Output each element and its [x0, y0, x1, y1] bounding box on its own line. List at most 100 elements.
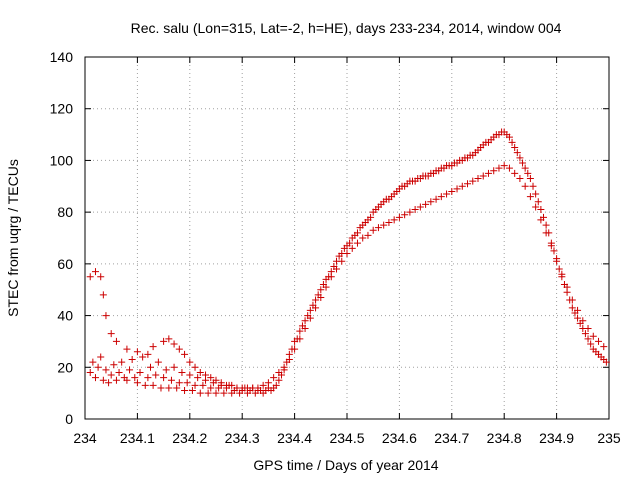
data-point: [301, 317, 309, 325]
data-point: [133, 379, 141, 387]
data-point: [110, 361, 118, 369]
data-point: [270, 374, 278, 382]
data-point: [165, 335, 173, 343]
data-point: [406, 208, 414, 216]
x-axis: 234 234.1 234.2 234.3 234.4 234.5 234.6 234.7 23…: [73, 57, 621, 446]
data-point: [500, 162, 508, 170]
data-point: [542, 221, 550, 229]
data-point: [165, 384, 173, 392]
data-point: [154, 358, 162, 366]
data-point: [131, 374, 139, 382]
data-point: [173, 384, 181, 392]
data-point: [272, 381, 280, 389]
data-point: [584, 325, 592, 332]
data-point: [86, 368, 94, 376]
data-point: [367, 213, 375, 221]
data-point: [275, 376, 283, 384]
x-axis-label: GPS time / Days of year 2014: [253, 457, 438, 473]
data-point: [91, 268, 99, 276]
data-point: [579, 317, 587, 325]
data-point: [181, 350, 189, 358]
data-point: [448, 187, 456, 195]
x-tick-label: 234.4: [277, 430, 312, 446]
data-point: [202, 371, 210, 379]
data-point: [102, 312, 110, 320]
data-point: [89, 358, 97, 366]
data-point: [508, 138, 516, 146]
data-point: [600, 343, 608, 351]
y-tick-label: 40: [57, 308, 73, 324]
data-point: [175, 345, 183, 353]
data-point: [595, 337, 603, 345]
data-point: [568, 304, 576, 312]
data-point: [490, 167, 498, 175]
data-point: [555, 265, 563, 273]
data-point: [513, 149, 521, 157]
data-point: [401, 211, 409, 219]
data-point: [385, 218, 393, 226]
data-point: [338, 257, 346, 265]
data-point: [301, 325, 309, 332]
data-point: [306, 314, 314, 322]
data-point: [547, 242, 555, 250]
data-point: [162, 366, 170, 374]
data-point: [259, 381, 267, 389]
data-point: [550, 247, 558, 255]
data-point: [516, 154, 524, 162]
data-point: [526, 193, 534, 201]
data-point: [188, 387, 196, 395]
data-point: [395, 213, 403, 221]
data-point: [602, 358, 610, 366]
data-point: [99, 376, 107, 384]
data-point: [212, 376, 220, 384]
data-point: [139, 353, 147, 361]
data-point: [422, 200, 430, 208]
data-point: [411, 206, 419, 214]
data-point: [432, 195, 440, 203]
data-point: [511, 144, 519, 151]
data-point: [495, 164, 503, 172]
data-point: [353, 239, 361, 247]
data-point: [359, 234, 367, 242]
data-point: [374, 224, 382, 232]
data-point: [581, 330, 589, 338]
data-point: [212, 389, 220, 397]
data-point: [542, 229, 550, 237]
data-point: [280, 363, 288, 371]
data-point: [157, 384, 165, 392]
data-point: [312, 296, 320, 304]
data-point: [574, 314, 582, 322]
data-point: [144, 350, 152, 358]
data-point: [521, 182, 529, 190]
data-point: [183, 379, 191, 387]
data-point: [348, 244, 356, 252]
data-point: [364, 231, 372, 239]
data-points: [86, 128, 610, 397]
data-point: [343, 250, 351, 258]
data-point: [207, 374, 215, 382]
data-point: [511, 169, 519, 177]
data-point: [346, 239, 354, 247]
x-tick-label: 234.3: [225, 430, 260, 446]
data-point: [526, 175, 534, 183]
data-point: [587, 340, 595, 348]
data-point: [152, 371, 160, 379]
x-tick-label: 234.2: [172, 430, 207, 446]
data-point: [458, 182, 466, 190]
data-point: [474, 175, 482, 183]
data-point: [181, 387, 189, 395]
x-tick-label: 234.6: [382, 430, 417, 446]
data-point: [519, 159, 527, 167]
data-point: [107, 330, 115, 338]
data-point: [191, 363, 199, 371]
data-point: [194, 374, 202, 382]
data-point: [558, 270, 566, 278]
x-tick-label: 234.1: [120, 430, 155, 446]
data-point: [86, 273, 94, 281]
data-point: [275, 368, 283, 376]
data-point: [186, 358, 194, 366]
data-point: [254, 384, 262, 392]
data-point: [91, 374, 99, 382]
data-point: [534, 198, 542, 206]
